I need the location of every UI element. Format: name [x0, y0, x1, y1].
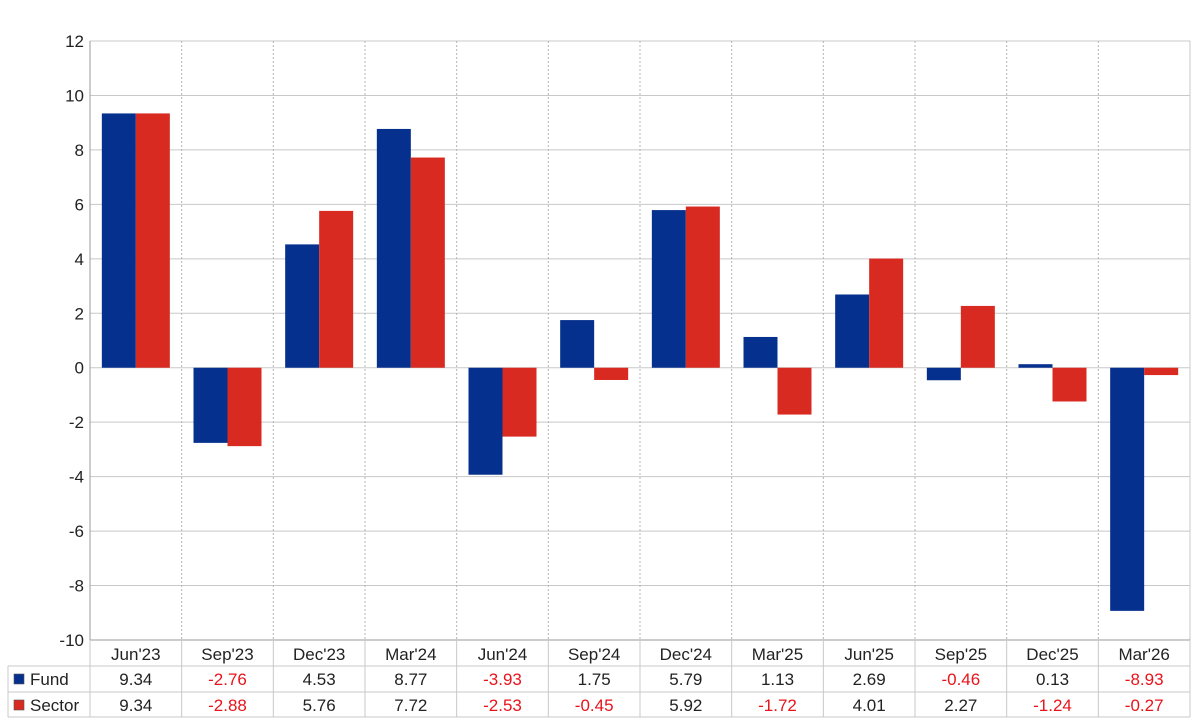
legend-label-fund: Fund [30, 670, 69, 689]
y-axis: -10 -8 -6 -4 -2 0 2 4 6 8 10 12 [59, 32, 84, 650]
y-tick-label: 6 [75, 195, 84, 214]
table-value-fund: -0.46 [941, 670, 980, 689]
bar-sector [410, 157, 445, 368]
y-tick-label: 2 [75, 304, 84, 323]
category-label: Jun'23 [111, 645, 161, 664]
bar-sector [502, 367, 537, 437]
bar-sector [227, 367, 262, 447]
table-value-sector: 4.01 [853, 696, 886, 715]
table-value-fund: 1.13 [761, 670, 794, 689]
bar-sector [685, 206, 720, 368]
table-value-sector: 7.72 [394, 696, 427, 715]
y-tick-label: -6 [69, 522, 84, 541]
bar-sector [960, 305, 995, 368]
bar-sector [1144, 367, 1179, 376]
bar-sector [135, 113, 170, 368]
table-value-fund: 9.34 [119, 670, 152, 689]
data-table: Jun'23 Sep'23 Dec'23 Mar'24 Jun'24 Sep'24 Dec'… [7, 639, 1191, 718]
category-label: Mar'25 [752, 645, 803, 664]
bars [101, 113, 1179, 611]
table-value-sector: 5.92 [669, 696, 702, 715]
y-tick-label: 10 [65, 86, 84, 105]
bar-sector [869, 258, 904, 368]
category-label: Dec'25 [1026, 645, 1078, 664]
bar-fund [1018, 364, 1053, 368]
category-label: Mar'24 [385, 645, 436, 664]
bar-fund [1110, 367, 1145, 611]
table-value-fund: 8.77 [394, 670, 427, 689]
table-value-sector: 9.34 [119, 696, 152, 715]
y-tick-label: 4 [75, 250, 84, 269]
table-value-sector: -1.72 [758, 696, 797, 715]
y-tick-label: 0 [75, 359, 84, 378]
bar-fund [101, 113, 136, 368]
bar-sector [1052, 367, 1087, 402]
table-value-fund: -3.93 [483, 670, 522, 689]
grid-lines [89, 40, 1191, 641]
legend-swatch-sector [13, 699, 25, 711]
y-tick-label: -4 [69, 468, 84, 487]
bar-fund [835, 294, 870, 368]
table-value-fund: 0.13 [1036, 670, 1069, 689]
category-label: Jun'24 [478, 645, 528, 664]
table-value-fund: 1.75 [578, 670, 611, 689]
table-value-sector: -1.24 [1033, 696, 1072, 715]
bar-fund [743, 336, 778, 368]
bar-fund [468, 367, 503, 475]
y-tick-label: 12 [65, 32, 84, 51]
bar-sector [594, 367, 629, 380]
legend-label-sector: Sector [30, 696, 79, 715]
bar-fund [285, 244, 320, 368]
y-tick-label: -8 [69, 577, 84, 596]
bar-fund [193, 367, 228, 443]
y-tick-label: 8 [75, 141, 84, 160]
category-label: Dec'24 [660, 645, 712, 664]
category-label: Dec'23 [293, 645, 345, 664]
table-value-sector: -0.27 [1125, 696, 1164, 715]
bar-fund [926, 367, 961, 381]
category-label: Sep'24 [568, 645, 620, 664]
table-value-fund: 4.53 [303, 670, 336, 689]
bar-fund [376, 128, 411, 368]
table-value-sector: 5.76 [303, 696, 336, 715]
table-value-sector: 2.27 [944, 696, 977, 715]
table-value-fund: 2.69 [853, 670, 886, 689]
y-tick-label: -10 [59, 631, 84, 650]
legend-swatch-fund [13, 673, 25, 685]
bar-sector [319, 210, 354, 368]
y-tick-label: -2 [69, 413, 84, 432]
category-label: Jun'25 [844, 645, 894, 664]
bar-fund [560, 320, 595, 368]
table-value-fund: -8.93 [1125, 670, 1164, 689]
table-value-sector: -2.53 [483, 696, 522, 715]
table-value-sector: -2.88 [208, 696, 247, 715]
table-value-sector: -0.45 [575, 696, 614, 715]
category-label: Sep'23 [201, 645, 253, 664]
table-value-fund: -2.76 [208, 670, 247, 689]
category-label: Mar'26 [1118, 645, 1169, 664]
bar-sector [777, 367, 812, 415]
category-label: Sep'25 [935, 645, 987, 664]
table-value-fund: 5.79 [669, 670, 702, 689]
bar-fund [651, 210, 686, 368]
